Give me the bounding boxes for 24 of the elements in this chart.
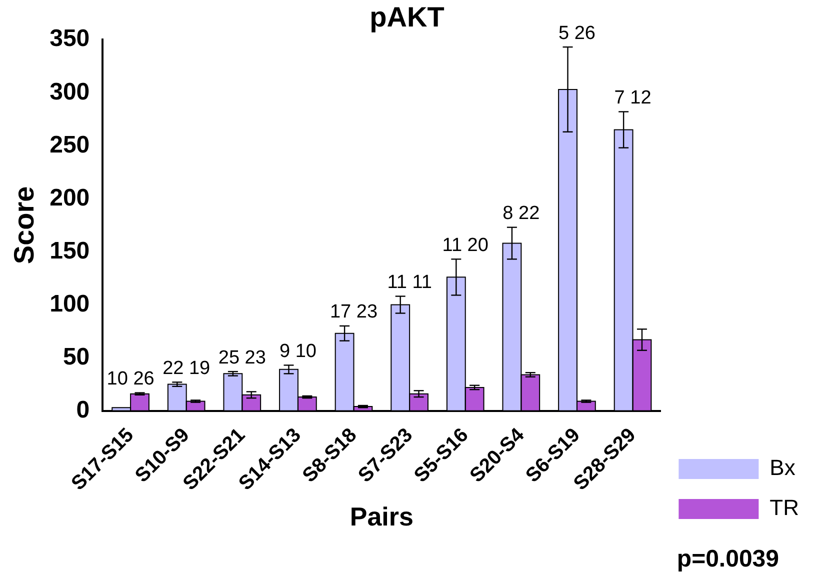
x-axis-title: Pairs [350,502,414,532]
y-tick-label: 50 [62,343,90,370]
annotation: 25 23 [218,347,266,368]
y-axis-title: Score [8,186,40,264]
annotation: 22 19 [162,358,210,379]
legend-label: TR [770,495,799,520]
annotation: 9 10 [279,340,316,362]
annotation: 7 12 [614,87,652,108]
y-tick-label: 200 [50,184,90,212]
annotation: 17 23 [330,302,378,323]
y-tick-label: 0 [76,396,90,424]
annotation: 8 22 [502,203,540,224]
chart-title: pAKT [370,2,444,33]
annotation: 5 26 [558,22,596,44]
annotation: 10 26 [106,368,154,390]
y-tick-label: 300 [50,78,90,106]
annotation: 11 20 [442,234,488,256]
y-tick-label: 150 [50,237,90,264]
legend-label: Bx [770,455,796,480]
y-tick-label: 250 [50,131,90,158]
annotation: 11 11 [387,272,432,293]
text: p=0.0039 [676,546,779,573]
y-tick-label: 100 [50,290,90,318]
y-tick-label: 350 [50,25,90,52]
